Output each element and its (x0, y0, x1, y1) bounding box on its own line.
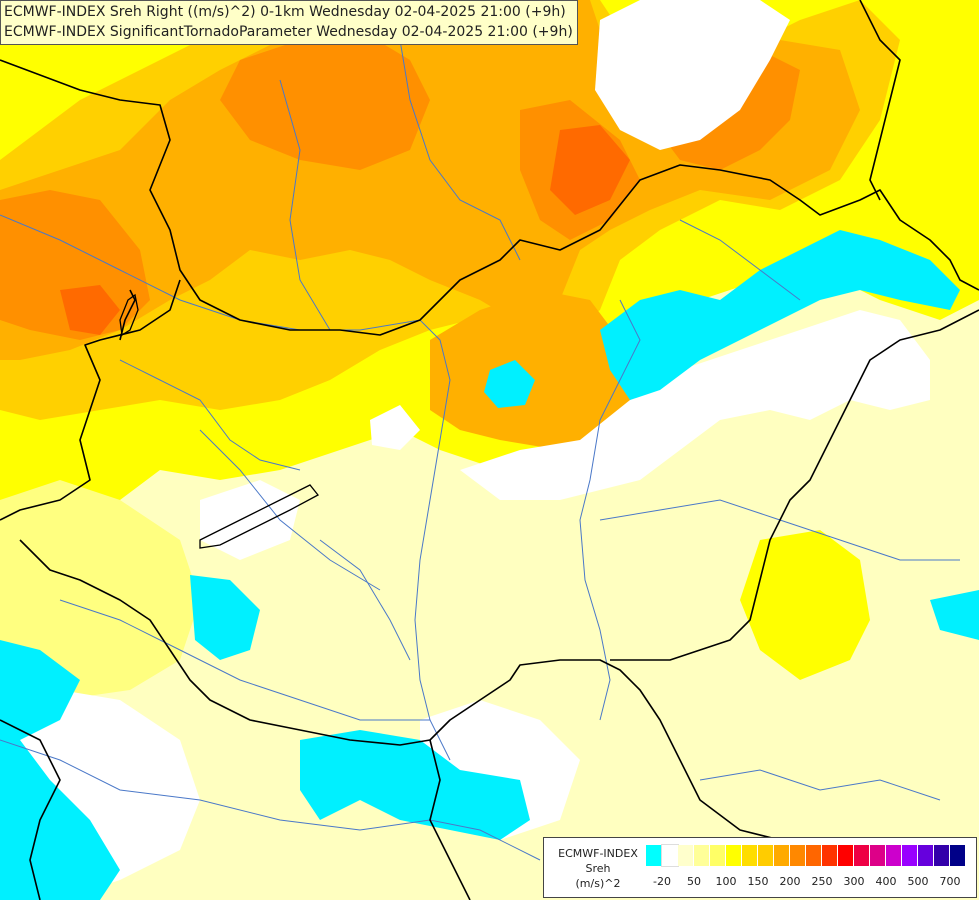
lake-balaton (199, 484, 319, 549)
border-south (19, 539, 781, 841)
legend-swatch-10 (806, 845, 822, 866)
border-serbia (429, 739, 471, 900)
legend-swatch-16 (902, 845, 918, 866)
field-cyan-east (600, 230, 960, 400)
border-hu-ro (610, 309, 979, 661)
legend-swatch-11 (822, 845, 838, 866)
legend-tick-label: 100 (715, 875, 737, 888)
legend-swatch-5 (726, 845, 742, 866)
river-tisza (579, 299, 641, 721)
legend-swatch-19 (950, 845, 966, 866)
legend-swatch-12 (838, 845, 854, 866)
legend-swatch-13 (854, 845, 870, 866)
legend-swatch-15 (886, 845, 902, 866)
field-white-west (200, 480, 300, 560)
legend-tick-label: 400 (875, 875, 897, 888)
legend-model: ECMWF-INDEX (558, 847, 638, 860)
river-raba (199, 429, 381, 591)
legend-parameter: Sreh (585, 862, 611, 875)
legend-tick-label: -20 (653, 875, 671, 888)
map-title-box: ECMWF-INDEX Sreh Right ((m/s)^2) 0-1km W… (0, 0, 578, 45)
legend-swatch-7 (758, 845, 774, 866)
field-cyan-west (190, 575, 260, 660)
legend-swatches (646, 844, 966, 867)
legend-tick-label: 700 (939, 875, 961, 888)
legend-swatch-2 (678, 845, 694, 866)
legend-tick-label: 50 (687, 875, 701, 888)
field-deeporange-3 (60, 285, 120, 335)
legend-swatch-4 (710, 845, 726, 866)
field-cyan-se (930, 590, 979, 640)
legend-tick-label: 500 (907, 875, 929, 888)
border-ukraine-ro (859, 0, 901, 201)
rivers (0, 39, 960, 861)
legend-tick-label: 200 (779, 875, 801, 888)
field-yellow-se (740, 530, 870, 680)
field-white-center (460, 310, 930, 500)
title-line-2: ECMWF-INDEX SignificantTornadoParameter … (4, 24, 573, 40)
legend-tick-label: 150 (747, 875, 769, 888)
legend-tick-label: 300 (843, 875, 865, 888)
legend-swatch-9 (790, 845, 806, 866)
border-north (0, 59, 979, 336)
legend-label-block: ECMWF-INDEX Sreh (m/s)^2 (550, 846, 646, 891)
river-east-1 (679, 219, 801, 301)
river-north-2 (399, 39, 521, 261)
legend-swatch-3 (694, 845, 710, 866)
legend-unit: (m/s)^2 (575, 877, 621, 890)
border-at-sk (119, 289, 136, 341)
field-cyan-south (300, 730, 530, 840)
color-legend: ECMWF-INDEX Sreh (m/s)^2 -20 50 100 150 200 2… (543, 837, 977, 898)
river-sio (319, 539, 411, 661)
river-danube (0, 214, 451, 761)
field-white-ne (595, 0, 790, 150)
field-orange-north (220, 30, 430, 170)
title-line-1: ECMWF-INDEX Sreh Right ((m/s)^2) 0-1km W… (4, 4, 566, 20)
legend-ticks: -20 50 100 150 200 250 300 400 500 700 (646, 875, 976, 889)
border-sw (0, 719, 61, 900)
river-south-east (699, 769, 941, 801)
field-cyan-dot (484, 360, 535, 408)
legend-tick-label: 250 (811, 875, 833, 888)
legend-swatch-6 (742, 845, 758, 866)
field-amber-south (430, 290, 640, 450)
lake-neusiedl (119, 293, 139, 337)
river-drava (59, 599, 430, 721)
legend-swatch-17 (918, 845, 934, 866)
legend-swatch-1 (661, 844, 679, 867)
field-cyan-sw (0, 640, 120, 900)
field-deeporange-1 (550, 125, 630, 215)
legend-swatch-18 (934, 845, 950, 866)
legend-swatch-14 (870, 845, 886, 866)
legend-swatch-8 (774, 845, 790, 866)
river-sava (0, 739, 541, 861)
field-white-lake (370, 405, 420, 450)
legend-swatch-0 (646, 845, 662, 866)
river-north-1 (279, 79, 331, 331)
river-west (119, 359, 301, 471)
border-west (0, 279, 181, 521)
